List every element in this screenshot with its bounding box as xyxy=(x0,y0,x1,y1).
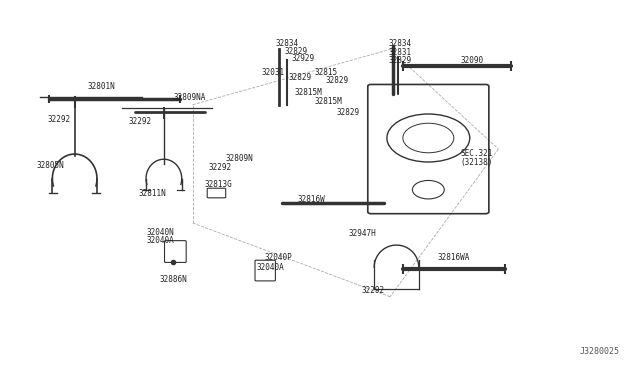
Text: 32031: 32031 xyxy=(261,68,285,77)
Text: 32815: 32815 xyxy=(315,68,338,77)
Text: 32815M: 32815M xyxy=(294,88,323,97)
Text: 32834: 32834 xyxy=(388,39,412,48)
Text: 32292: 32292 xyxy=(362,286,385,295)
Text: 32886N: 32886N xyxy=(159,275,187,283)
Text: 32829: 32829 xyxy=(388,56,412,65)
Text: 32816W: 32816W xyxy=(298,195,326,204)
Text: 32829: 32829 xyxy=(285,47,308,56)
Text: 32292: 32292 xyxy=(129,117,152,126)
Text: 32292: 32292 xyxy=(209,163,232,172)
Text: 32947H: 32947H xyxy=(349,230,376,238)
Text: 32829: 32829 xyxy=(325,76,348,85)
Text: 32929: 32929 xyxy=(291,54,314,63)
Text: 32801N: 32801N xyxy=(88,82,115,91)
Text: 32090: 32090 xyxy=(460,56,483,65)
Text: 32040N: 32040N xyxy=(147,228,175,237)
Text: 32815M: 32815M xyxy=(315,97,342,106)
Text: 32829: 32829 xyxy=(337,108,360,117)
Text: 32809NA: 32809NA xyxy=(173,93,206,102)
Text: 32805N: 32805N xyxy=(36,161,64,170)
Text: (32138): (32138) xyxy=(460,157,493,167)
Text: 32813G: 32813G xyxy=(204,180,232,189)
Text: SEC.321: SEC.321 xyxy=(460,149,493,158)
Text: 32834: 32834 xyxy=(275,39,298,48)
Text: J3280025: J3280025 xyxy=(579,347,620,356)
Text: 32831: 32831 xyxy=(388,48,412,57)
Text: 32040A: 32040A xyxy=(256,263,284,272)
Text: 32816WA: 32816WA xyxy=(438,253,470,263)
Text: 32292: 32292 xyxy=(47,115,70,124)
Text: 32040P: 32040P xyxy=(264,253,292,263)
Text: 32811N: 32811N xyxy=(138,189,166,198)
Text: 32809N: 32809N xyxy=(226,154,253,163)
Text: 32829: 32829 xyxy=(288,73,311,82)
Text: 32040A: 32040A xyxy=(147,236,175,245)
